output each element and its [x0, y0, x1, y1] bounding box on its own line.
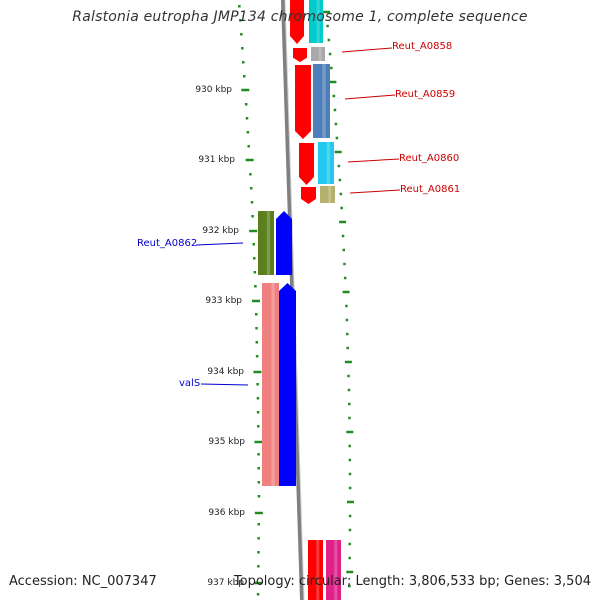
kbp-label-934: 934 kbp [207, 367, 244, 377]
kbp-label-930: 930 kbp [195, 85, 232, 95]
kbp-label-935: 935 kbp [208, 437, 245, 447]
gene-label-reut-a0862[interactable]: Reut_A0862 [137, 238, 198, 249]
cds-block-reut-a0858 [311, 47, 325, 61]
gene-label-reut-a0860[interactable]: Reut_A0860 [399, 153, 460, 164]
cds-block-cyan [309, 0, 323, 43]
cds-block-vals [262, 283, 279, 486]
kbp-label-937: 937 kbp [207, 578, 244, 588]
cds-arrow-forward [301, 187, 316, 204]
cds-block-reut-a0862-sheen [266, 211, 270, 275]
cds-arrow-forward [290, 0, 304, 44]
cds-block-reut-a0858-sheen [318, 47, 322, 61]
cds-block-reut-a0861 [320, 186, 335, 203]
cds-block-forward-bottom-sheen [316, 540, 320, 600]
cds-block-reut-a0861-sheen [328, 186, 332, 203]
cds-block-reut-a0859 [313, 64, 330, 138]
leader-reut-a0862 [195, 242, 244, 246]
cds-block-magenta-bottom-sheen [334, 540, 338, 600]
cds-arrow-forward [299, 143, 314, 185]
cds-arrow-reverse [276, 211, 292, 275]
cds-block-reut-a0859-sheen [322, 64, 326, 138]
kbp-label-931: 931 kbp [198, 155, 235, 165]
cds-block-cyan-sheen [316, 0, 320, 43]
leader-vals [200, 383, 249, 386]
cds-block-forward-bottom [308, 540, 323, 600]
accession-text: Accession: NC_007347 [9, 574, 157, 589]
leader-reut-a0858 [341, 47, 393, 53]
gene-label-vals[interactable]: valS [179, 378, 201, 389]
leader-reut-a0859 [344, 94, 396, 100]
cds-arrow-forward [293, 48, 307, 62]
gene-label-reut-a0861[interactable]: Reut_A0861 [400, 184, 461, 195]
cds-block-vals-sheen [271, 283, 275, 486]
kbp-label-936: 936 kbp [208, 508, 245, 518]
leader-reut-a0860 [347, 158, 400, 163]
cds-arrow-forward [295, 65, 311, 139]
kbp-label-933: 933 kbp [205, 296, 242, 306]
map-title: Ralstonia eutropha JMP134 chromosome 1, … [72, 9, 528, 25]
cds-arrow-reverse [279, 283, 296, 486]
leader-reut-a0861 [349, 189, 401, 194]
gene-label-reut-a0859[interactable]: Reut_A0859 [395, 89, 456, 100]
cds-block-reut-a0860 [318, 142, 334, 184]
kbp-label-932: 932 kbp [202, 226, 239, 236]
cds-block-reut-a0862 [258, 211, 274, 275]
topology-summary: Topology: circular; Length: 3,806,533 bp… [233, 574, 591, 589]
cds-block-reut-a0860-sheen [326, 142, 330, 184]
gene-label-reut-a0858[interactable]: Reut_A0858 [392, 41, 453, 52]
cds-block-magenta-bottom [326, 540, 341, 600]
